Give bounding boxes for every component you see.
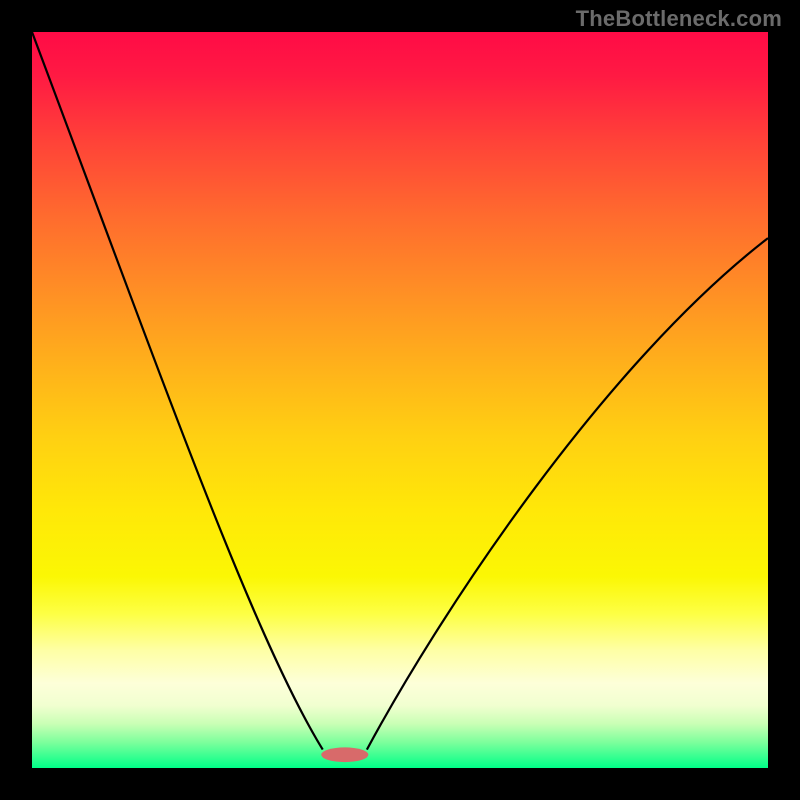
- minimum-marker: [321, 747, 368, 762]
- gradient-background: [32, 32, 768, 768]
- bottleneck-curve-chart: [32, 32, 768, 768]
- chart-plot-area: [32, 32, 768, 768]
- watermark-text: TheBottleneck.com: [576, 6, 782, 32]
